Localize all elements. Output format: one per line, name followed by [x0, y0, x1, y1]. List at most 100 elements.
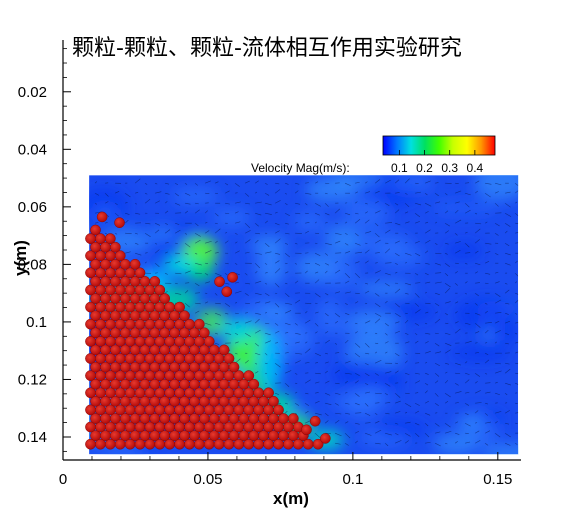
velocity-vector [274, 222, 280, 226]
velocity-vector [454, 311, 458, 314]
velocity-vector [264, 220, 268, 224]
velocity-vector [225, 312, 229, 315]
velocity-vector [354, 272, 360, 279]
velocity-vector [404, 412, 408, 414]
velocity-vector [194, 239, 201, 244]
velocity-vector [404, 261, 408, 264]
velocity-vector [214, 312, 222, 316]
velocity-vector [394, 411, 401, 414]
velocity-vector [484, 201, 487, 204]
field-patch [259, 304, 295, 319]
velocity-vector [344, 380, 348, 384]
velocity-vector [265, 332, 271, 336]
velocity-vector [384, 202, 390, 207]
velocity-vector [255, 301, 261, 304]
velocity-vector [374, 381, 378, 384]
field-patch [481, 443, 519, 455]
velocity-vector [254, 371, 259, 374]
velocity-vector [334, 291, 341, 294]
velocity-vector [185, 282, 190, 284]
velocity-vector [494, 421, 498, 424]
velocity-vector [485, 242, 492, 245]
velocity-vector [444, 442, 448, 445]
velocity-vector [435, 201, 441, 204]
velocity-vector [275, 182, 280, 185]
velocity-vector [454, 271, 458, 274]
velocity-vector [255, 232, 260, 235]
velocity-vector [464, 292, 467, 295]
velocity-vector [484, 359, 490, 364]
velocity-vector [384, 382, 391, 387]
velocity-vector [235, 192, 238, 194]
velocity-vector [504, 442, 511, 446]
particle [263, 387, 274, 399]
velocity-vector [194, 282, 200, 287]
velocity-vector [505, 422, 510, 425]
velocity-vector [484, 352, 489, 355]
velocity-vector [404, 332, 409, 335]
velocity-vector [274, 268, 281, 274]
velocity-vector [444, 392, 451, 398]
velocity-vector [164, 210, 169, 214]
velocity-vector [214, 292, 218, 296]
velocity-vector [294, 322, 298, 326]
velocity-vector [294, 402, 300, 406]
velocity-vector [134, 178, 141, 184]
velocity-vector [304, 202, 308, 206]
velocity-vector [264, 312, 268, 314]
velocity-vector [404, 372, 410, 375]
velocity-vector [345, 402, 350, 405]
velocity-vector [194, 222, 199, 227]
velocity-vector [394, 271, 398, 274]
velocity-vector [334, 302, 339, 305]
velocity-vector [404, 352, 408, 355]
velocity-vector [504, 410, 510, 414]
velocity-vector [394, 240, 400, 244]
velocity-vector [144, 232, 151, 238]
velocity-vector [215, 252, 219, 254]
velocity-vector [285, 232, 290, 235]
velocity-vector [454, 362, 461, 366]
velocity-vector [215, 302, 221, 305]
velocity-vector [494, 281, 500, 284]
velocity-vector [444, 312, 449, 316]
velocity-vector [174, 229, 181, 234]
velocity-vector [284, 252, 291, 258]
velocity-vector [515, 412, 519, 414]
velocity-vector [144, 261, 147, 264]
velocity-vector [254, 318, 260, 324]
particle [287, 413, 299, 424]
velocity-vector [374, 359, 382, 364]
velocity-vector [164, 251, 168, 254]
velocity-vector [435, 182, 439, 184]
velocity-vector [195, 262, 202, 266]
velocity-vector [334, 208, 341, 214]
velocity-vector [165, 261, 171, 264]
velocity-vector [354, 402, 360, 406]
velocity-vector [324, 270, 328, 274]
velocity-vector [424, 382, 429, 386]
velocity-vector [204, 272, 209, 276]
particle [114, 250, 126, 262]
velocity-vector [234, 302, 238, 304]
velocity-vector [465, 192, 471, 196]
velocity-vector [154, 200, 160, 204]
velocity-vector [174, 222, 180, 225]
velocity-vector [315, 372, 321, 375]
field-patch [172, 187, 220, 206]
velocity-vector [284, 212, 290, 216]
velocity-vector [475, 222, 482, 225]
velocity-vector [344, 442, 349, 446]
velocity-vector [194, 252, 198, 255]
velocity-vector [254, 262, 260, 269]
velocity-vector [444, 282, 451, 288]
velocity-vector [94, 181, 97, 184]
velocity-vector [454, 250, 461, 254]
velocity-vector [414, 272, 419, 276]
velocity-vector [284, 342, 289, 345]
velocity-vector [464, 361, 468, 364]
velocity-vector [234, 341, 239, 344]
velocity-vector [235, 201, 241, 204]
velocity-vector [324, 339, 330, 344]
